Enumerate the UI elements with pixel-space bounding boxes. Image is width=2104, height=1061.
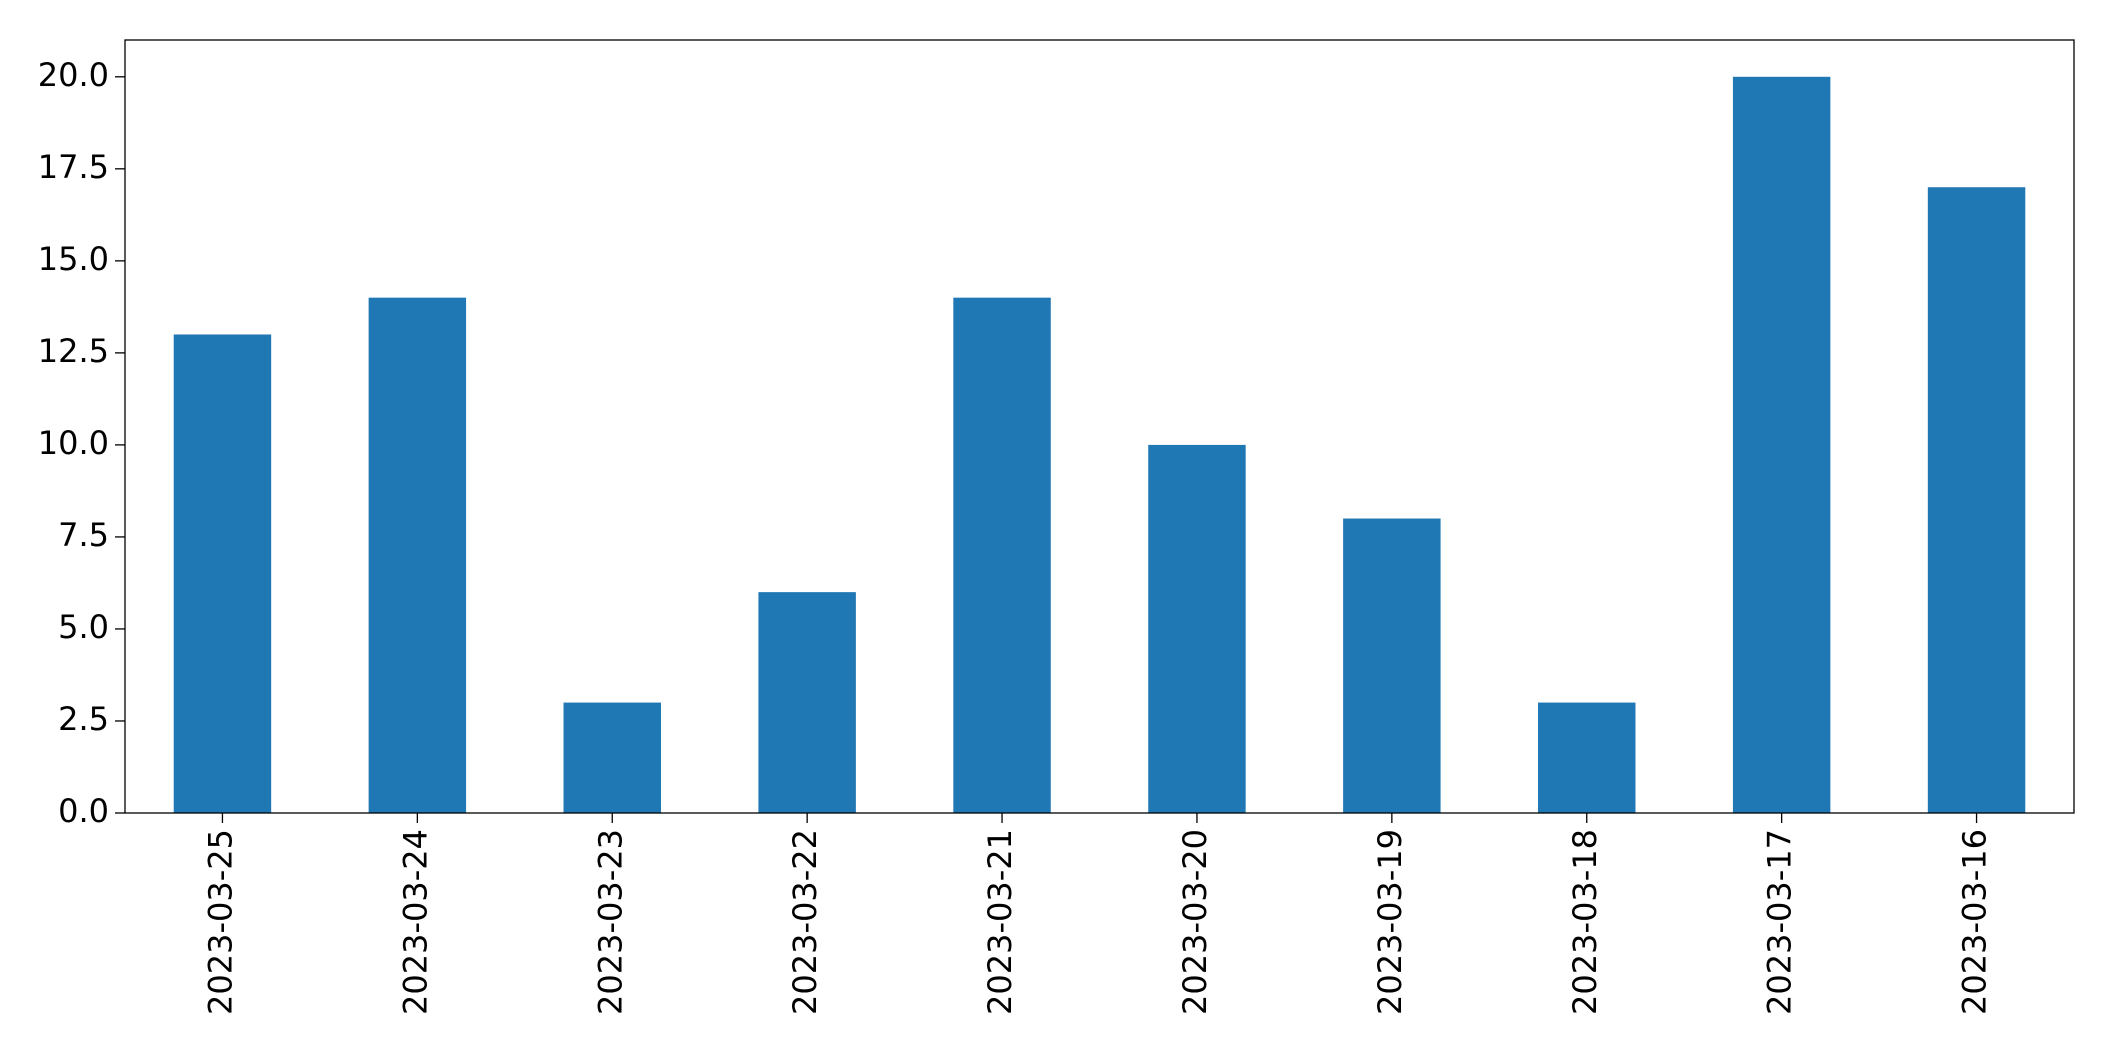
bar xyxy=(368,297,467,814)
x-tick-label: 2023-03-25 xyxy=(201,829,239,1015)
x-tick-label: 2023-03-21 xyxy=(981,829,1019,1015)
plot-frame xyxy=(124,39,2075,814)
bar xyxy=(1538,702,1636,813)
x-tick-label: 2023-03-24 xyxy=(396,829,434,1015)
y-tick-label: 2.5 xyxy=(58,700,109,738)
y-tick-label: 5.0 xyxy=(58,608,109,646)
bar xyxy=(563,702,661,813)
y-tick-label: 15.0 xyxy=(38,240,109,278)
bar xyxy=(1343,518,1441,813)
x-tick-label: 2023-03-18 xyxy=(1566,829,1604,1015)
y-tick-label: 7.5 xyxy=(58,516,109,554)
bar xyxy=(173,334,272,813)
bar xyxy=(1927,187,2026,813)
x-tick-label: 2023-03-16 xyxy=(1956,829,1994,1015)
y-tick-label: 17.5 xyxy=(38,148,109,186)
x-tick-label: 2023-03-20 xyxy=(1176,829,1214,1015)
y-tick-label: 20.0 xyxy=(38,56,109,94)
x-tick-label: 2023-03-22 xyxy=(786,829,824,1015)
bar xyxy=(758,592,856,813)
bar xyxy=(1148,444,1246,813)
y-tick-label: 0.0 xyxy=(58,792,109,830)
y-tick-label: 12.5 xyxy=(38,332,109,370)
bar xyxy=(953,297,1051,814)
x-tick-label: 2023-03-23 xyxy=(591,829,629,1015)
y-tick-label: 10.0 xyxy=(38,424,109,462)
bar xyxy=(1732,76,1831,814)
x-tick-label: 2023-03-17 xyxy=(1761,829,1799,1015)
x-tick-label: 2023-03-19 xyxy=(1371,829,1409,1015)
